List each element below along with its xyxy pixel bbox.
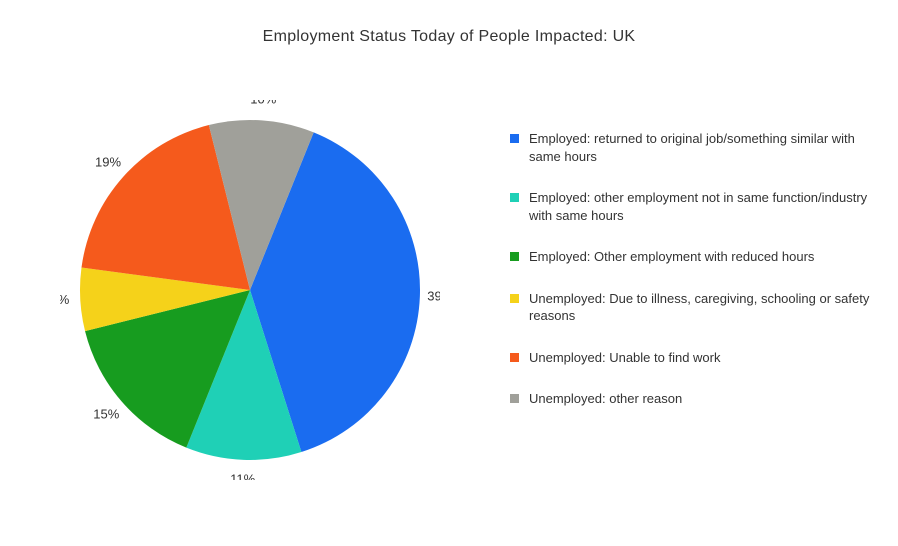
legend-swatch <box>510 394 519 403</box>
slice-pct-label: 19% <box>95 155 121 170</box>
legend-label: Employed: returned to original job/somet… <box>529 130 870 165</box>
slice-pct-label: 39% <box>427 289 440 304</box>
legend-item: Employed: other employment not in same f… <box>510 189 870 224</box>
legend-label: Unemployed: other reason <box>529 390 682 408</box>
pie-svg: 39% 11% 15% 6% 19% 10% <box>60 100 440 480</box>
chart-container: Employment Status Today of People Impact… <box>0 0 898 546</box>
legend-swatch <box>510 252 519 261</box>
legend-item: Unemployed: other reason <box>510 390 870 408</box>
legend-label: Employed: Other employment with reduced … <box>529 248 814 266</box>
legend-swatch <box>510 134 519 143</box>
slice-pct-label: 6% <box>60 292 70 307</box>
legend-item: Employed: Other employment with reduced … <box>510 248 870 266</box>
slice-pct-label: 10% <box>250 100 276 107</box>
legend-label: Employed: other employment not in same f… <box>529 189 870 224</box>
chart-title: Employment Status Today of People Impact… <box>0 28 898 46</box>
legend-item: Unemployed: Unable to find work <box>510 349 870 367</box>
legend-swatch <box>510 353 519 362</box>
slice-pct-label: 15% <box>93 406 119 421</box>
legend-item: Employed: returned to original job/somet… <box>510 130 870 165</box>
legend-swatch <box>510 294 519 303</box>
slice-pct-label: 11% <box>230 472 255 480</box>
legend-label: Unemployed: Due to illness, caregiving, … <box>529 290 870 325</box>
legend-swatch <box>510 193 519 202</box>
pie-chart: 39% 11% 15% 6% 19% 10% <box>60 100 440 480</box>
legend-label: Unemployed: Unable to find work <box>529 349 721 367</box>
legend-item: Unemployed: Due to illness, caregiving, … <box>510 290 870 325</box>
legend: Employed: returned to original job/somet… <box>510 130 870 432</box>
